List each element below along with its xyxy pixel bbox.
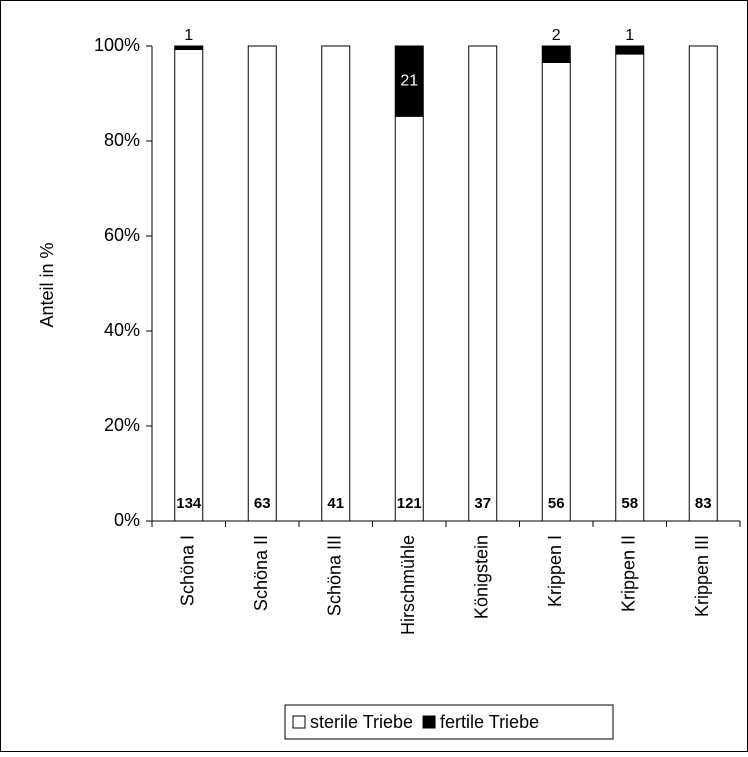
bar-segment (174, 49, 204, 522)
x-tick-label: Schöna III (325, 535, 345, 616)
legend-swatch (292, 715, 306, 729)
x-tick-label: Königstein (472, 535, 492, 619)
x-tick-label: Schöna I (178, 535, 198, 606)
y-tick-label: 20% (104, 415, 140, 435)
bar-segment (247, 45, 277, 522)
y-tick-label: 100% (94, 35, 140, 55)
data-label: 1 (625, 27, 634, 44)
y-tick-label: 80% (104, 130, 140, 150)
data-label: 37 (474, 495, 491, 512)
x-tick-label: Krippen III (692, 535, 712, 617)
data-label: 58 (621, 495, 638, 512)
legend-label: fertile Triebe (440, 712, 539, 732)
x-tick-label: Krippen II (619, 535, 639, 612)
x-tick-label: Schöna II (251, 535, 271, 611)
bar-segment (688, 45, 718, 522)
y-tick-label: 40% (104, 320, 140, 340)
y-tick-label: 60% (104, 225, 140, 245)
bar-segment (174, 45, 204, 51)
legend-swatch (422, 715, 436, 729)
x-tick-label: Krippen I (545, 535, 565, 607)
bar-segment (541, 45, 571, 63)
legend-label: sterile Triebe (310, 712, 413, 732)
data-label: 41 (327, 495, 344, 512)
bar-segment (394, 115, 424, 522)
data-label: 63 (254, 495, 271, 512)
data-label: 21 (400, 72, 418, 89)
data-label: 83 (695, 495, 712, 512)
data-label: 56 (548, 495, 565, 512)
y-tick-label: 0% (114, 510, 140, 530)
data-label: 1 (184, 27, 193, 44)
bar-segment (468, 45, 498, 522)
x-tick-label: Hirschmühle (398, 535, 418, 635)
data-label: 121 (397, 495, 422, 512)
bar-segment (615, 45, 645, 55)
y-axis-title: Anteil in % (37, 242, 57, 327)
data-label: 134 (176, 495, 202, 512)
bar-segment (321, 45, 351, 522)
bar-segment (615, 53, 645, 522)
bar-segment (394, 45, 424, 117)
bar-segment (541, 61, 571, 522)
data-label: 2 (552, 27, 561, 44)
legend-box (284, 704, 614, 740)
